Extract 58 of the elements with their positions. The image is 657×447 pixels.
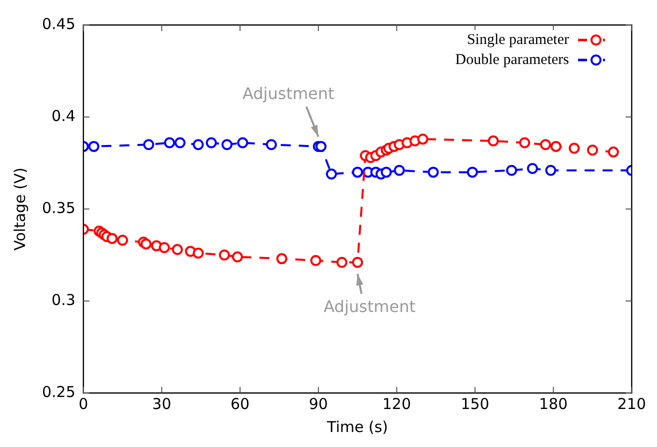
point bbox=[545, 164, 556, 176]
x-axis-title: Time (s) bbox=[326, 418, 388, 436]
point bbox=[519, 137, 530, 148]
point bbox=[587, 144, 598, 156]
point bbox=[540, 139, 552, 150]
point bbox=[315, 140, 326, 152]
point bbox=[352, 256, 364, 268]
point bbox=[222, 139, 232, 150]
legend-label: Double parameters bbox=[455, 51, 569, 70]
x-tick-label: 210 bbox=[617, 394, 646, 413]
point bbox=[352, 166, 364, 178]
x-tick-label: 180 bbox=[539, 394, 568, 413]
x-tick-label: 90 bbox=[308, 394, 328, 413]
point bbox=[237, 137, 248, 148]
point bbox=[428, 166, 439, 178]
point bbox=[192, 139, 204, 150]
point bbox=[276, 253, 288, 264]
point bbox=[164, 137, 176, 148]
point bbox=[380, 166, 392, 178]
x-tick-label: 150 bbox=[460, 394, 490, 413]
y-axis-title: Voltage (V) bbox=[10, 168, 29, 250]
point bbox=[88, 140, 100, 152]
point bbox=[117, 234, 128, 246]
legend-label: Single parameter bbox=[466, 31, 569, 50]
point bbox=[608, 146, 619, 158]
annotation: Adjustment bbox=[242, 84, 334, 103]
point bbox=[232, 251, 243, 262]
point bbox=[172, 244, 183, 255]
point bbox=[506, 164, 518, 176]
y-tick-label: 0.45 bbox=[42, 14, 76, 33]
annotation: Adjustment bbox=[324, 297, 416, 316]
point bbox=[192, 248, 204, 259]
point bbox=[488, 135, 499, 146]
point bbox=[326, 168, 337, 180]
point bbox=[206, 137, 217, 148]
point bbox=[568, 142, 580, 154]
point bbox=[526, 163, 538, 174]
y-tick-label: 0.35 bbox=[42, 198, 76, 217]
y-tick-label: 0.25 bbox=[42, 382, 76, 401]
point bbox=[550, 140, 562, 152]
point bbox=[266, 139, 277, 150]
point bbox=[336, 256, 348, 268]
y-tick-label: 0.4 bbox=[52, 106, 76, 125]
point bbox=[140, 238, 152, 250]
point bbox=[466, 166, 478, 178]
point bbox=[174, 137, 186, 148]
x-tick-label: 120 bbox=[382, 394, 412, 413]
x-tick-label: 30 bbox=[152, 394, 172, 413]
x-tick-label: 0 bbox=[78, 394, 88, 413]
point bbox=[417, 134, 428, 145]
point bbox=[394, 164, 405, 176]
point bbox=[158, 242, 170, 254]
x-tick-label: 60 bbox=[230, 394, 250, 413]
point bbox=[106, 232, 118, 244]
point bbox=[143, 139, 154, 150]
y-tick-label: 0.3 bbox=[52, 290, 76, 309]
point bbox=[218, 250, 230, 260]
point bbox=[310, 255, 322, 266]
